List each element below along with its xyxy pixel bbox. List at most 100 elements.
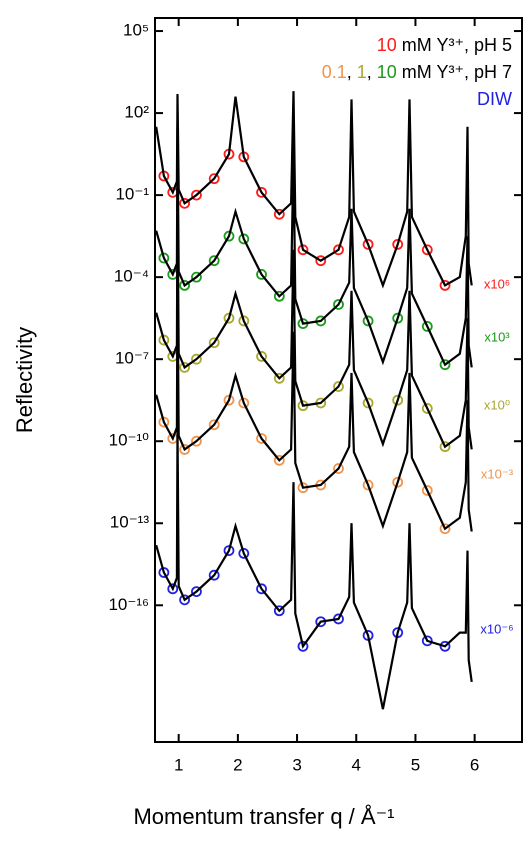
- data-point: [191, 271, 202, 283]
- data-point: [273, 454, 285, 466]
- data-point: [179, 362, 190, 373]
- data-point: [179, 594, 190, 606]
- y-tick-label: 10²: [124, 103, 149, 122]
- legend-text: ,: [367, 62, 377, 82]
- data-point: [238, 397, 250, 409]
- legend-text: DIW: [477, 89, 512, 109]
- data-point: [392, 312, 404, 324]
- data-point: [179, 444, 190, 455]
- x-tick-label: 4: [352, 755, 361, 774]
- data-point: [421, 244, 433, 256]
- scale-label: x10³: [484, 329, 510, 344]
- legend-text: ,: [347, 62, 357, 82]
- y-axis-title: Reflectivity: [12, 327, 37, 433]
- data-point: [238, 233, 250, 245]
- data-point: [191, 189, 202, 201]
- data-point: [315, 255, 327, 267]
- data-point: [333, 381, 344, 392]
- legend-entry: 0.1, 1, 10 mM Y³⁺, pH 7: [322, 62, 512, 82]
- y-tick-label: 10⁻⁴: [114, 267, 149, 286]
- x-axis-title: Momentum transfer q / Å⁻¹: [133, 804, 394, 829]
- data-point: [439, 523, 451, 535]
- data-point: [362, 238, 374, 250]
- data-point: [333, 244, 344, 256]
- legend-text: 10: [377, 62, 397, 82]
- x-tick-label: 1: [174, 755, 183, 774]
- data-point: [191, 353, 202, 365]
- legend-text: mM Y³⁺, pH 7: [397, 62, 512, 82]
- y-tick-label: 10⁻¹: [115, 185, 149, 204]
- data-point: [167, 583, 179, 595]
- data-point: [362, 397, 374, 409]
- data-point: [145, 546, 154, 555]
- data-point: [362, 479, 374, 491]
- data-point: [256, 433, 267, 444]
- data-point: [439, 279, 451, 291]
- data-point: [158, 252, 170, 264]
- data-point: [208, 255, 220, 267]
- data-point: [439, 359, 451, 371]
- scale-label: x10⁻⁶: [480, 621, 513, 636]
- data-point: [223, 230, 235, 242]
- data-point: [256, 269, 267, 280]
- data-point: [238, 547, 250, 559]
- y-tick-label: 10⁵: [123, 21, 149, 40]
- legend-text: 10: [377, 35, 397, 55]
- legend-entry: 10 mM Y³⁺, pH 5: [377, 35, 512, 55]
- data-point: [223, 394, 235, 406]
- data-point: [392, 238, 404, 250]
- data-point: [362, 315, 374, 327]
- scale-label: x10⁶: [484, 276, 510, 291]
- legend: 10 mM Y³⁺, pH 5 0.1, 1, 10 mM Y³⁺, pH 7 DI…: [322, 35, 512, 109]
- data-point: [223, 312, 235, 324]
- data-point: [421, 635, 433, 647]
- fit-line: [155, 277, 473, 532]
- legend-text: 1: [357, 62, 367, 82]
- data-point: [208, 337, 220, 349]
- data-point: [392, 476, 404, 488]
- data-point: [273, 372, 285, 384]
- x-tick-label: 2: [233, 755, 242, 774]
- x-tick-label: 6: [470, 755, 479, 774]
- legend-entry: DIW: [477, 89, 512, 109]
- legend-text: mM Y³⁺, pH 5: [397, 35, 512, 55]
- x-tick-label: 3: [292, 755, 301, 774]
- data-point: [158, 416, 170, 428]
- data-point: [421, 321, 433, 332]
- fit-line: [155, 195, 473, 450]
- data-point: [256, 351, 267, 362]
- data-point: [223, 545, 235, 556]
- data-point: [392, 394, 404, 406]
- data-point: [333, 463, 344, 474]
- data-point: [191, 435, 202, 447]
- data-point: [333, 299, 344, 310]
- data-point: [191, 586, 202, 598]
- data-point: [273, 605, 285, 617]
- legend-text: 0.1: [322, 62, 347, 82]
- data-point: [256, 583, 267, 595]
- data-point: [238, 315, 250, 327]
- fit-line: [155, 91, 473, 289]
- data-point: [273, 290, 285, 302]
- data-point: [439, 441, 451, 453]
- data-point: [256, 186, 267, 198]
- x-tick-label: 5: [411, 755, 420, 774]
- data-point: [421, 485, 433, 496]
- scale-label: x10⁻³: [481, 466, 514, 481]
- scale-label: x10⁰: [484, 397, 510, 412]
- fit-line: [155, 427, 473, 710]
- data-point: [179, 197, 190, 209]
- data-point: [439, 640, 451, 652]
- y-tick-label: 10⁻¹⁰: [109, 431, 150, 450]
- data-point: [158, 567, 170, 578]
- fit-line: [155, 126, 473, 368]
- data-point: [208, 569, 220, 581]
- plot-frame: [154, 17, 523, 743]
- plot-area: [145, 91, 473, 710]
- y-tick-label: 10⁻⁷: [115, 349, 149, 368]
- data-point: [208, 173, 220, 185]
- data-point: [421, 403, 433, 414]
- data-point: [179, 279, 190, 291]
- y-tick-label: 10⁻¹⁶: [108, 595, 149, 614]
